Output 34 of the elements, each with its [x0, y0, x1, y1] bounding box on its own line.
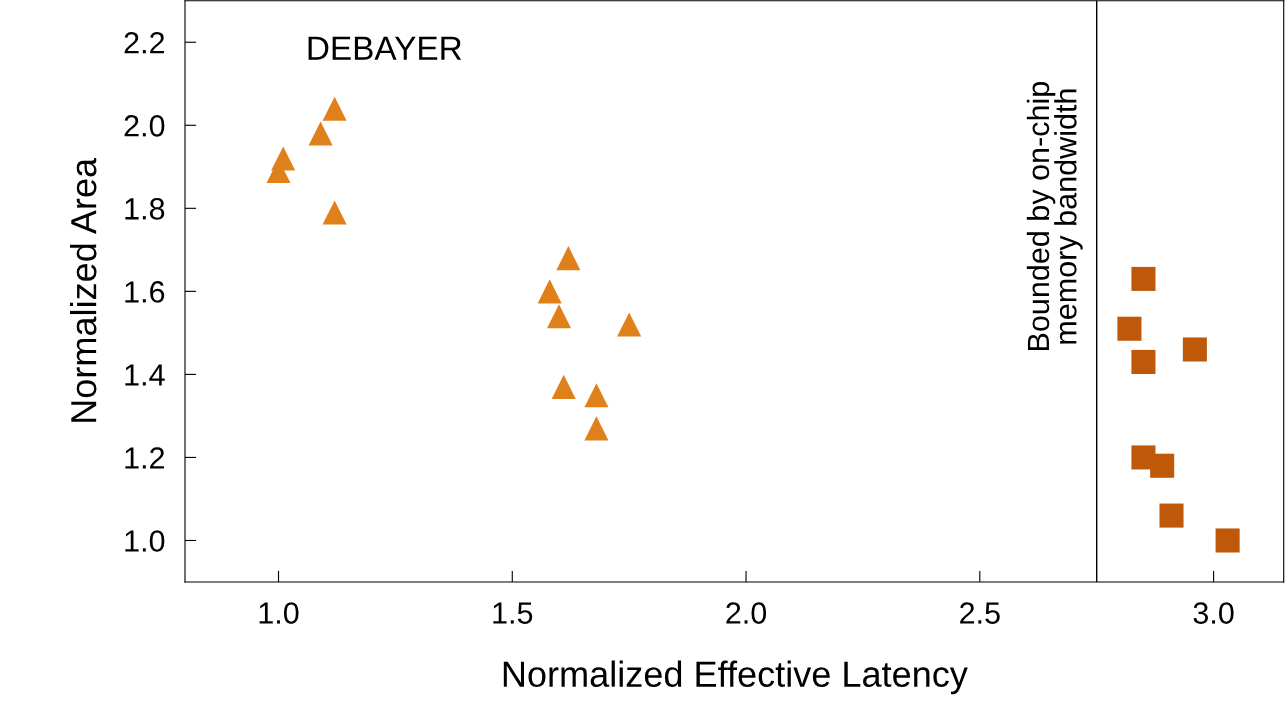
x-axis-title: Normalized Effective Latency: [503, 660, 968, 695]
x-tick-label: 2.5: [960, 602, 1000, 624]
x-tick-label: 1.5: [493, 602, 533, 624]
y-tick-label: 1.6: [125, 281, 165, 303]
point: [1131, 349, 1156, 374]
point: [271, 146, 296, 171]
point: [551, 374, 576, 399]
point: [1117, 316, 1142, 341]
point: [322, 96, 347, 121]
point: [1131, 266, 1156, 291]
point: [1182, 337, 1207, 362]
y-axis-title: Normalized Area: [69, 157, 97, 422]
y-tick-label: 2.2: [124, 31, 165, 54]
point: [1150, 453, 1175, 478]
point: [1159, 503, 1184, 528]
y-tick-label: 1.2: [125, 447, 165, 469]
point: [556, 246, 581, 271]
y-tick-label: 2.0: [124, 115, 165, 137]
y-tick-label: 1.8: [125, 198, 165, 220]
y-tick-label: 1.4: [125, 364, 165, 386]
y-tick-label: 1.0: [125, 530, 165, 552]
x-tick-label: 3.0: [1193, 602, 1234, 624]
point: [547, 304, 572, 329]
x-tick-label: 1.0: [259, 602, 299, 624]
point: [308, 121, 333, 146]
point: [1215, 528, 1240, 553]
point: [584, 383, 609, 408]
point: [617, 312, 642, 337]
annotation: DEBAYER: [308, 36, 462, 60]
ref-line-label: Bounded by on-chip memory bandwidth: [1026, 81, 1083, 351]
point: [584, 416, 609, 441]
point: [322, 200, 347, 225]
point: [537, 279, 562, 304]
x-tick-label: 2.0: [726, 602, 767, 624]
